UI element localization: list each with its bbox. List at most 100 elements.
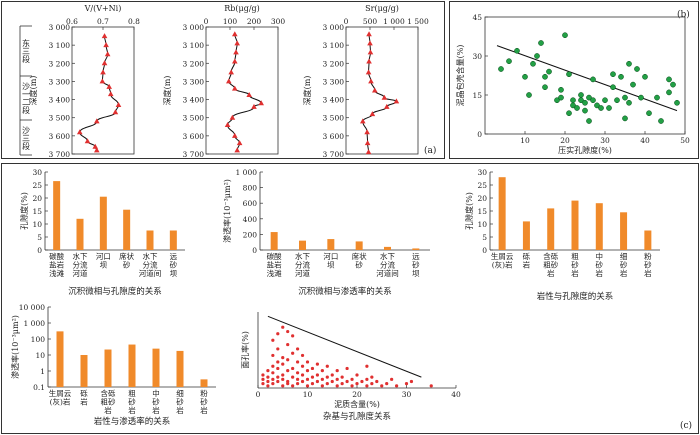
x-tick-label: 0.6 <box>66 17 78 26</box>
x-tick-label: 30 <box>600 136 610 145</box>
data-point <box>276 379 280 384</box>
data-point <box>498 66 504 72</box>
data-point <box>355 373 359 377</box>
y-tick-label: 10 <box>477 220 487 229</box>
data-point <box>251 103 257 109</box>
y-tick-label: 3 500 <box>183 114 205 123</box>
bar <box>99 196 107 250</box>
data-point <box>266 369 270 373</box>
x-tick-label: 1 000 <box>383 17 405 26</box>
data-point <box>320 369 324 373</box>
x-tick-label: 500 <box>363 17 378 26</box>
y-tick-label: 0.1 <box>33 383 45 392</box>
y-tick-label: 3 000 <box>49 23 71 32</box>
data-point <box>366 58 372 64</box>
data-point <box>526 92 532 98</box>
data-point <box>305 384 310 388</box>
y-tick-label: 3 000 <box>323 23 345 32</box>
data-point <box>107 91 114 97</box>
data-point <box>590 97 596 104</box>
data-point <box>266 384 270 388</box>
bar <box>384 246 391 250</box>
data-point <box>100 69 106 75</box>
bar <box>169 230 177 250</box>
data-point <box>228 69 234 75</box>
bar <box>56 331 64 387</box>
data-point <box>103 42 109 48</box>
y-tick-label: 3 300 <box>49 77 71 86</box>
data-point <box>315 379 319 384</box>
bar <box>595 203 603 250</box>
data-point <box>350 377 354 381</box>
y-tick-label: 3 100 <box>183 41 205 50</box>
data-point <box>566 71 572 78</box>
panel-c-label: (c) <box>680 420 692 431</box>
data-point <box>630 81 636 88</box>
category-label: 河口坝 <box>96 252 111 270</box>
data-point <box>614 97 620 104</box>
y-tick-label: 0 <box>252 246 257 255</box>
bar <box>128 344 136 387</box>
data-point <box>570 97 576 104</box>
data-point <box>286 358 290 362</box>
data-point <box>409 379 414 384</box>
x-tick-label: 10 <box>303 390 313 399</box>
data-point <box>296 347 300 351</box>
data-point <box>385 382 389 386</box>
data-point <box>380 384 384 388</box>
data-point <box>232 85 238 91</box>
data-point <box>276 375 280 379</box>
data-point <box>94 118 100 124</box>
category-label: 砾岩 <box>80 388 88 407</box>
y-tick-label: 1 <box>40 367 45 376</box>
data-point <box>634 66 640 72</box>
chart-title: 沉积微相与渗透率的关系 <box>298 286 392 297</box>
y-tick-label: 10 <box>35 351 45 360</box>
category-label: 细砂岩 <box>620 251 628 278</box>
data-point <box>360 379 364 384</box>
x-tick-label: 1 500 <box>407 17 429 26</box>
data-point <box>345 366 349 371</box>
y-tick-label: 20 <box>32 194 42 203</box>
y-axis-title: 渗透率(10⁻³μm²) <box>222 179 232 243</box>
y-tick-label: 3 100 <box>49 41 71 50</box>
category-label: 碳酸盐岩浅滩 <box>267 251 282 278</box>
y-tick-label: 100 <box>31 335 46 344</box>
y-axis-title: 深度(m) <box>162 76 172 106</box>
bar <box>176 350 184 387</box>
y-tick-label: 400 <box>243 215 258 224</box>
data-point <box>340 382 344 386</box>
data-point <box>115 102 122 108</box>
bar <box>644 230 652 250</box>
x-tick-label: 20 <box>352 390 362 399</box>
chart-title: 岩性与渗透率的关系 <box>94 416 171 427</box>
data-point <box>291 351 295 355</box>
x-tick-label: 10 <box>520 136 530 145</box>
data-point <box>112 109 119 115</box>
data-point <box>291 366 295 371</box>
x-tick-label: 0.8 <box>128 17 140 26</box>
y-tick-label: 30 <box>472 52 482 61</box>
bar <box>327 239 335 250</box>
y-tick-label: 3 500 <box>323 114 345 123</box>
data-point <box>305 360 310 364</box>
data-point <box>76 129 83 135</box>
data-point <box>395 384 399 388</box>
data-point <box>522 73 528 80</box>
y-tick-label: 3 700 <box>183 150 205 159</box>
data-point <box>370 382 374 386</box>
data-point <box>300 379 305 384</box>
data-point <box>325 382 329 386</box>
data-point <box>393 98 400 104</box>
data-point <box>296 382 300 386</box>
data-point <box>291 334 295 338</box>
scatter-b: 10 20 30 40 50 0 15 30 45 压实孔隙度(%) 泥晶包壳含量(%) <box>455 13 690 155</box>
data-point <box>574 105 580 111</box>
plot-frame <box>484 16 686 135</box>
data-point <box>578 92 584 98</box>
data-point <box>590 76 596 83</box>
x-tick-label: 40 <box>640 136 650 145</box>
data-point <box>232 31 238 37</box>
data-point <box>276 366 280 371</box>
